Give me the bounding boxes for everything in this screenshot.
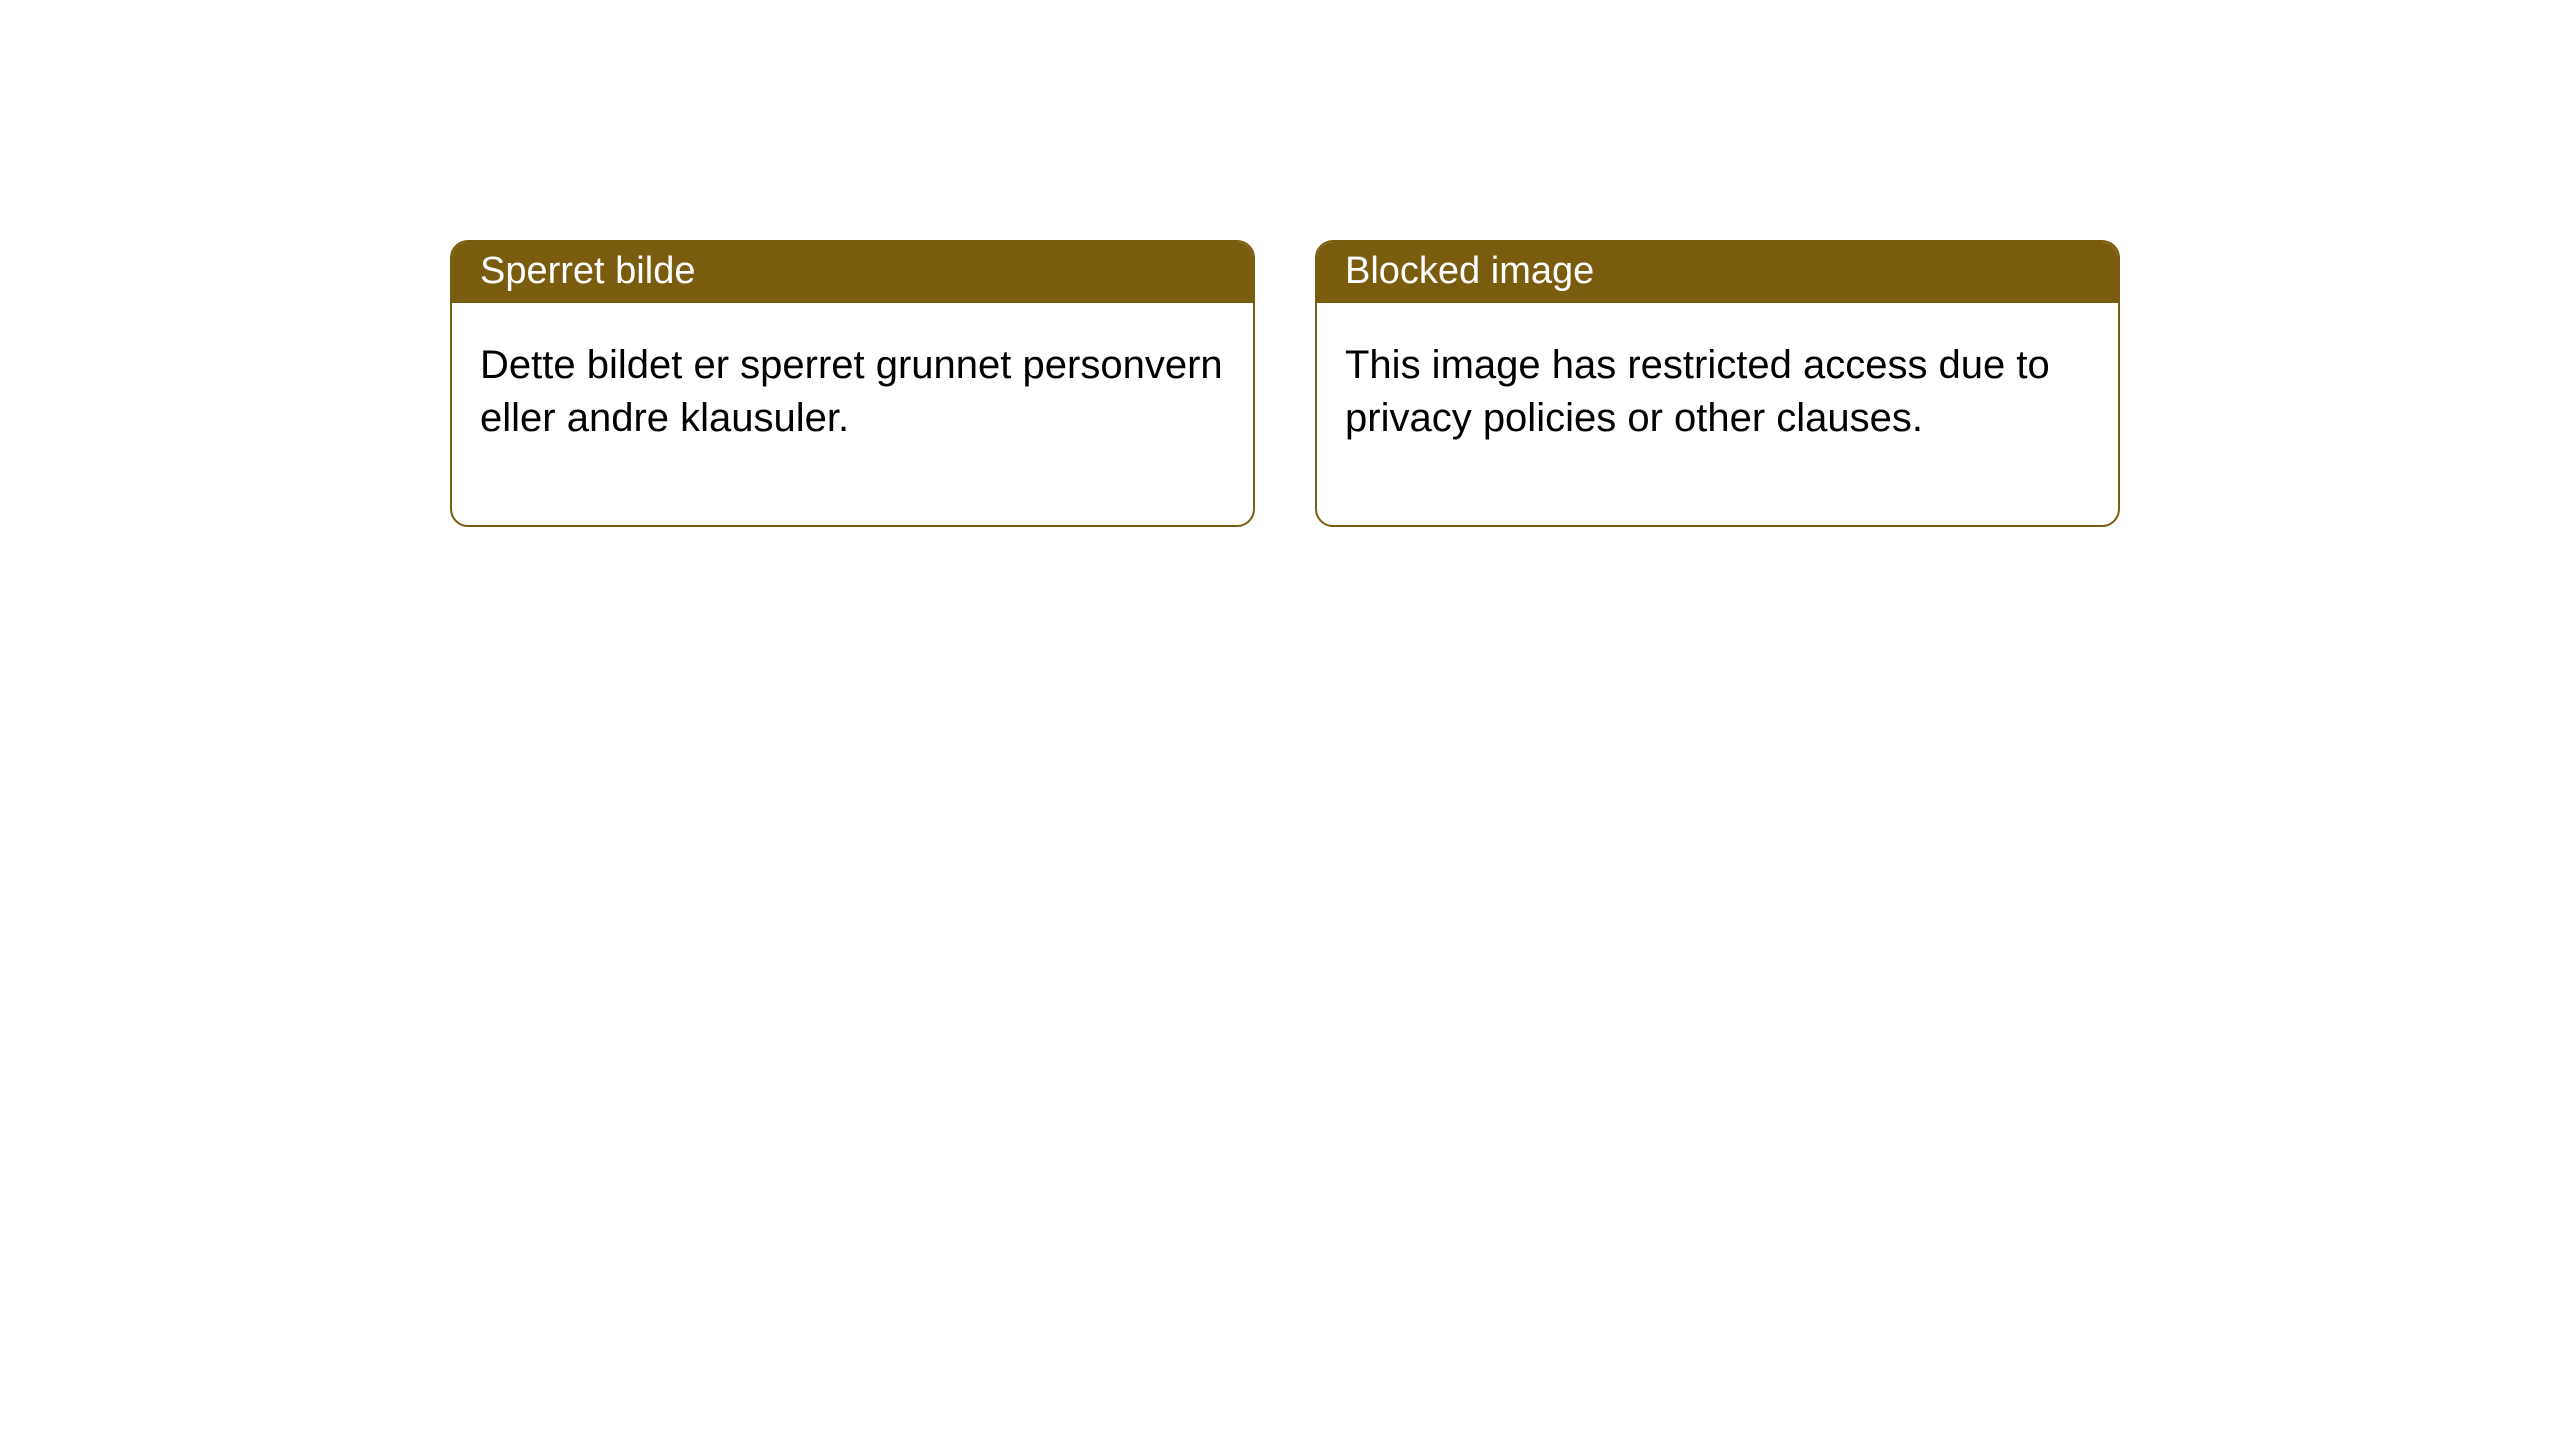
card-body-text: This image has restricted access due to … <box>1345 343 2050 440</box>
card-body: This image has restricted access due to … <box>1317 303 2118 525</box>
card-header: Sperret bilde <box>452 242 1253 303</box>
card-title: Blocked image <box>1345 250 1594 292</box>
card-body: Dette bildet er sperret grunnet personve… <box>452 303 1253 525</box>
card-container: Sperret bilde Dette bildet er sperret gr… <box>0 0 2560 527</box>
blocked-image-card-en: Blocked image This image has restricted … <box>1315 240 2120 527</box>
card-body-text: Dette bildet er sperret grunnet personve… <box>480 343 1223 440</box>
card-header: Blocked image <box>1317 242 2118 303</box>
card-title: Sperret bilde <box>480 250 695 292</box>
blocked-image-card-no: Sperret bilde Dette bildet er sperret gr… <box>450 240 1255 527</box>
